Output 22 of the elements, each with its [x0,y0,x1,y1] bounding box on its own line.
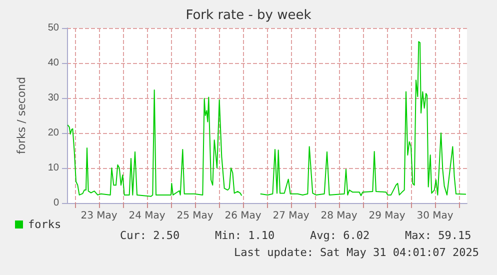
text: Avg: 6.02 [310,229,370,242]
text: Last update: Sat May 31 04:01:07 2025 [234,246,480,259]
y-tick-label: 20 [48,128,60,138]
legend-label: forks [28,218,62,231]
x-tick-label: 26 May [224,210,262,222]
y-tick-label: 10 [48,162,60,174]
y-tick-label: 0 [53,198,60,208]
chart-title: Fork rate - by week [186,8,312,23]
text: Cur: 2.50 [120,229,180,242]
x-tick-label: 24 May [128,210,166,222]
text: Min: 1.10 [215,229,275,242]
x-tick-label: 28 May [320,210,358,222]
x-tick-label: 27 May [272,210,310,222]
x-tick-label: 29 May [368,210,406,222]
x-tick-label: 25 May [176,210,214,222]
y-tick-label: 30 [48,92,60,104]
y-tick-label: 50 [48,22,60,34]
y-tick-label: 40 [48,58,60,68]
y-axis-title: forks / second [15,76,28,154]
x-tick-label: 30 May [416,210,454,222]
text: Max: 59.15 [405,229,472,242]
x-tick-label: 23 May [80,210,118,222]
